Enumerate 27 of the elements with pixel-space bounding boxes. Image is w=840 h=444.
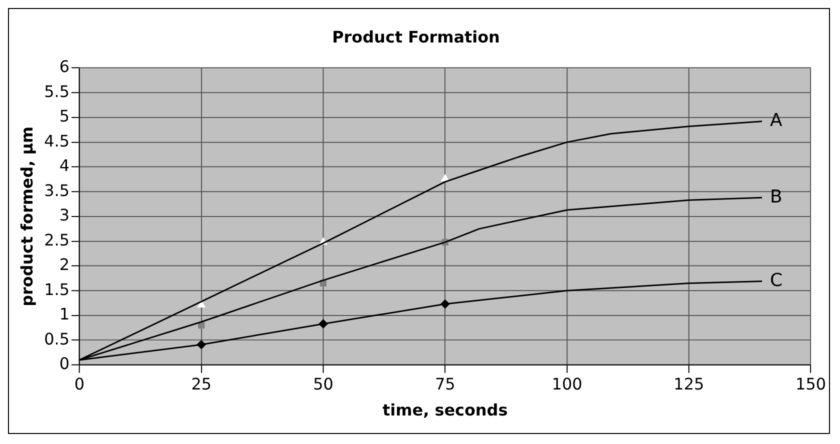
series-label: C (770, 270, 783, 291)
x-tick-label: 75 (434, 374, 456, 394)
point (197, 300, 206, 308)
y-tick-label: 1 (59, 304, 70, 324)
point (441, 174, 450, 182)
y-tick-label: 0.5 (44, 329, 70, 348)
y-axis-title: product formed, µm (18, 126, 37, 306)
y-tick-label: 4.5 (44, 131, 70, 150)
x-tick-label: 25 (191, 374, 212, 394)
y-tick-label: 5 (59, 106, 70, 126)
x-tick-label: 125 (674, 374, 704, 394)
y-tick-label: 0 (59, 354, 70, 374)
y-tick-label: 3.5 (44, 180, 70, 200)
y-tick-label: 4 (59, 156, 70, 176)
y-tick-label: 2.5 (44, 230, 70, 250)
x-tick-label: 100 (552, 374, 582, 394)
chart-title: Product Formation (332, 28, 500, 47)
x-tick-label: 50 (313, 374, 334, 394)
y-tick-label: 3 (59, 206, 70, 225)
y-tick-label: 6 (59, 57, 70, 76)
x-axis-title: time, seconds (382, 400, 508, 420)
y-tick-label: 1.5 (44, 280, 70, 299)
y-tick-label: 5.5 (44, 82, 70, 101)
y-tick-label: 2 (59, 255, 70, 274)
x-tick-label: 150 (796, 374, 826, 394)
x-tick-label: 0 (74, 374, 85, 394)
series-label: B (770, 186, 782, 208)
